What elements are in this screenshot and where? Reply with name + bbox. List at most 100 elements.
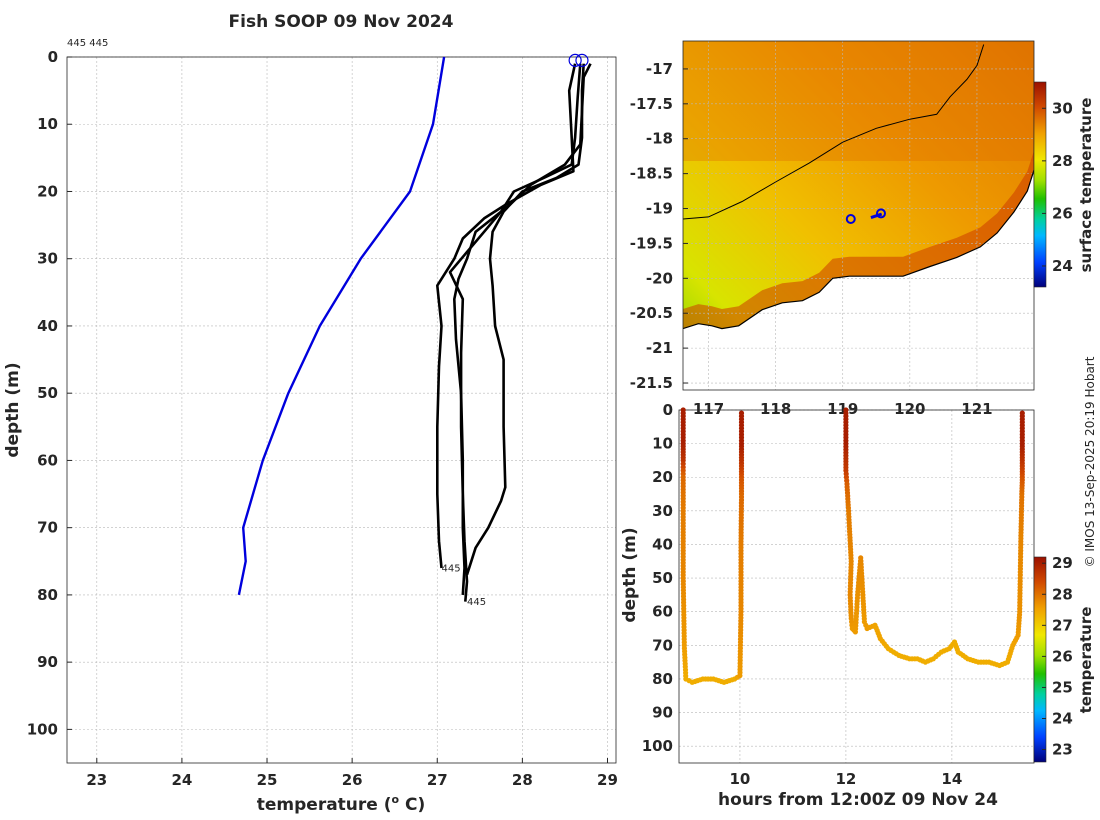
profile-x-tick-label: 27 [427, 771, 448, 789]
figure-title: Fish SOOP 09 Nov 2024 [229, 12, 454, 32]
profile-axes-frame [66, 56, 617, 764]
map-y-tick-label: -21.5 [630, 374, 673, 392]
sst-warm-offshore [683, 41, 1034, 161]
section-colorbar-tick-label: 25 [1052, 678, 1073, 696]
map-x-tick-label: 119 [827, 400, 858, 418]
map-colorbar-label: surface temperature [1077, 98, 1095, 273]
profile-x-tick-label: 28 [512, 771, 533, 789]
profile-y-tick-label: 30 [37, 250, 58, 268]
map-y-tick-label: -18.5 [630, 165, 673, 183]
profile-line-profile-b [448, 63, 582, 602]
section-x-tick-label: 10 [729, 770, 750, 788]
profile-y-tick-label: 0 [48, 48, 58, 66]
profile-cast-label: 445 [467, 597, 486, 608]
map-colorbar-tick-label: 30 [1052, 99, 1073, 117]
map-y-tick-label: -17.5 [630, 95, 673, 113]
profile-x-tick-label: 25 [257, 771, 278, 789]
profile-ticks: 23 24 25 26 27 28 29 0 10 20 30 40 50 60 70 80 90 100 [27, 48, 618, 789]
profile-y-tick-label: 80 [37, 586, 58, 604]
profile-cast-label: 445 [442, 563, 461, 574]
profile-line-profile-c [465, 63, 585, 576]
profile-grid [67, 56, 616, 763]
coastline [683, 169, 1034, 330]
section-colorbar-tick-label: 23 [1052, 741, 1073, 759]
cast-station-marker [845, 213, 856, 224]
map-x-tick-label: 118 [760, 400, 791, 418]
section-x-label: hours from 12:00Z 09 Nov 24 [718, 790, 998, 810]
cast-station-marker [875, 208, 886, 219]
section-y-tick-label: 90 [652, 704, 673, 722]
profile-x-tick-label: 26 [342, 771, 363, 789]
section-ticks: 10 12 14 0 10 20 30 40 50 60 70 80 90 100 [642, 401, 963, 788]
section-y-tick-label: 50 [652, 569, 673, 587]
map-y-tick-label: -18 [646, 130, 673, 148]
profile-y-tick-label: 70 [37, 519, 58, 537]
section-sample-point [1019, 410, 1025, 416]
map-grid [683, 41, 1034, 390]
section-y-tick-label: 0 [663, 401, 673, 419]
section-points [680, 407, 1025, 685]
map-y-tick-label: -19 [646, 200, 673, 218]
map-plot-area [683, 41, 1034, 390]
map-colorbar-scale [1033, 81, 1047, 288]
map-y-tick-label: -21 [646, 339, 673, 357]
section-colorbar-scale [1033, 556, 1047, 763]
map-x-tick-label: 117 [693, 400, 724, 418]
profile-y-tick-label: 60 [37, 451, 58, 469]
map-y-tick-label: -20 [646, 269, 673, 287]
section-colorbar-tick-label: 26 [1052, 647, 1073, 665]
profile-y-tick-label: 100 [27, 720, 58, 738]
map-x-tick-label: 120 [894, 400, 925, 418]
section-y-tick-label: 30 [652, 502, 673, 520]
profile-start-marker [575, 53, 589, 67]
map-chart: 117 118 119 120 121 -17 -17.5 -18 -18.5 -19 -19.5 -… [630, 40, 1095, 418]
section-y-label: depth (m) [620, 527, 640, 622]
map-colorbar-tick-label: 24 [1052, 257, 1073, 275]
profile-y-tick-label: 20 [37, 182, 58, 200]
profile-line-profile-d [453, 63, 592, 595]
section-y-tick-label: 60 [652, 603, 673, 621]
profile-y-tick-label: 10 [37, 115, 58, 133]
section-colorbar-tick-label: 29 [1052, 554, 1073, 572]
isobath-contour [683, 44, 985, 220]
section-y-tick-label: 40 [652, 535, 673, 553]
map-colorbar-tick-label: 26 [1052, 204, 1073, 222]
profile-x-tick-label: 29 [597, 771, 618, 789]
profile-line-climatology [237, 56, 446, 596]
map-x-tick-label: 121 [961, 400, 992, 418]
land-mask [683, 170, 1034, 390]
map-colorbar-tick-label: 28 [1052, 152, 1073, 170]
section-x-tick-label: 12 [835, 770, 856, 788]
section-colorbar-tick-label: 24 [1052, 710, 1073, 728]
section-colorbar-label: temperature [1077, 607, 1095, 714]
section-y-tick-label: 20 [652, 468, 673, 486]
profile-y-label: depth (m) [3, 362, 23, 457]
map-y-tick-label: -20.5 [630, 304, 673, 322]
cast-stations [845, 208, 886, 224]
sst-warm-coastal-band [683, 150, 1034, 329]
copyright-notice: © IMOS 13-Sep-2025 20:19 Hobart [1083, 356, 1097, 567]
section-y-tick-label: 80 [652, 670, 673, 688]
map-y-tick-label: -19.5 [630, 234, 673, 252]
profile-header-label: 445 445 [67, 38, 108, 49]
profile-y-tick-label: 50 [37, 384, 58, 402]
profile-x-label-text: temperature ( [257, 795, 392, 815]
profile-line-profile-a [436, 63, 577, 569]
profile-x-label-superscript: o [392, 793, 400, 806]
vessel-track [870, 212, 883, 220]
profile-y-tick-label: 40 [37, 317, 58, 335]
profile-x-tick-label: 23 [86, 771, 107, 789]
profile-start-marker [568, 53, 582, 67]
profile-x-label: temperature (o C) [257, 793, 426, 815]
section-y-tick-label: 10 [652, 435, 673, 453]
profile-y-tick-label: 90 [37, 653, 58, 671]
profile-series: 445 445 [237, 53, 592, 608]
section-sample-point [738, 410, 745, 416]
section-colorbar-tick-label: 27 [1052, 616, 1073, 634]
map-ticks: 117 118 119 120 121 -17 -17.5 -18 -18.5 -19 -19.5 -… [630, 60, 993, 418]
section-colorbar-tick-label: 28 [1052, 585, 1073, 603]
section-x-tick-label: 14 [941, 770, 962, 788]
section-y-tick-label: 100 [642, 737, 673, 755]
